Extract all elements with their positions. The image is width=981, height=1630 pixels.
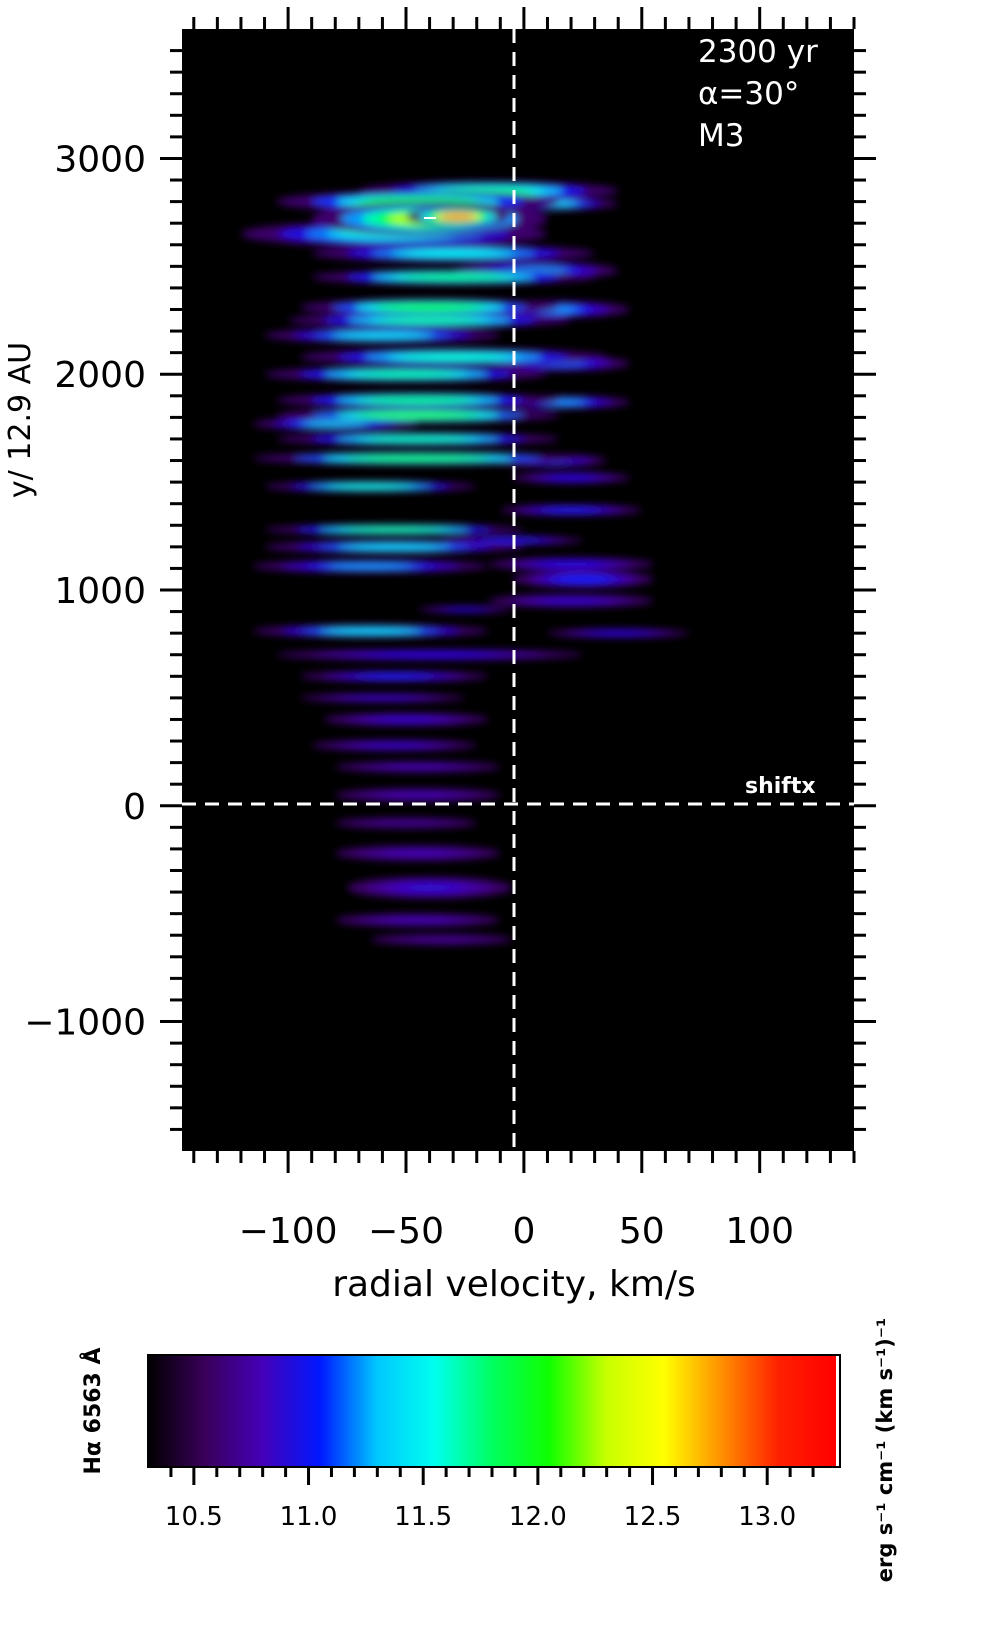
emission-blob — [448, 608, 482, 611]
colorbar-left-label: Hα 6563 Å — [80, 1347, 106, 1474]
y-tick-label: 2000 — [54, 355, 146, 396]
x-tick-label: 50 — [619, 1211, 665, 1252]
x-tick-label: −50 — [368, 1211, 444, 1252]
emission-blob — [380, 317, 479, 323]
colorbar-axis: 10.5 11.0 11.5 12.0 12.5 13.0 — [165, 1467, 815, 1532]
emission-blob — [376, 652, 484, 657]
y-tick-label: 1000 — [54, 571, 146, 612]
emission-blob — [388, 917, 447, 923]
shift-label: shiftx — [745, 774, 816, 799]
emission-blob — [403, 250, 503, 257]
annotation-model: M3 — [698, 118, 744, 154]
emission-blob — [546, 508, 596, 513]
colorbar-tick-label: 11.5 — [394, 1502, 452, 1532]
emission-blob — [333, 484, 408, 489]
x-tick-label: 0 — [512, 1211, 535, 1252]
y-axis-label: y/ 12.9 AU — [3, 342, 38, 498]
emission-blob — [360, 456, 476, 461]
emission-blob — [329, 628, 412, 634]
emission-blob — [388, 850, 447, 856]
emission-blob — [368, 436, 468, 442]
emission-blob — [353, 696, 412, 700]
emission-blob — [356, 371, 456, 377]
emission-blob — [348, 544, 440, 550]
emission-blob — [400, 883, 459, 892]
annotation-angle: α=30° — [698, 76, 799, 112]
emission-blob — [377, 717, 435, 722]
emission-blob — [348, 527, 440, 532]
emission-blob — [388, 792, 447, 798]
emission-blob — [368, 397, 468, 403]
emission-blob — [487, 538, 537, 542]
colorbar-units-label: erg s⁻¹ cm⁻¹ (km s⁻¹)⁻¹ — [873, 1318, 897, 1582]
emission-blob — [542, 561, 600, 567]
emission-blob — [550, 475, 592, 480]
emission-blob — [439, 213, 476, 221]
colorbar-frame — [147, 1354, 841, 1468]
colorbar-tick-label: 12.5 — [624, 1502, 682, 1532]
emission-blob — [399, 353, 507, 360]
x-tick-label: −100 — [239, 1211, 338, 1252]
y-tick-label: 0 — [123, 787, 146, 828]
emission-blob — [416, 937, 467, 942]
y-tick-label: −1000 — [24, 1003, 146, 1044]
annotation-time: 2300 yr — [698, 34, 818, 70]
axes: −100 −50 0 50 100 −1000 0 1000 2000 3000 — [24, 7, 876, 1252]
emission-blob — [365, 743, 424, 748]
colorbar-tick-label: 11.0 — [280, 1502, 338, 1532]
emission-map — [240, 181, 689, 945]
emission-blob — [329, 564, 412, 569]
emission-blob — [341, 332, 424, 339]
colorbar — [148, 1355, 836, 1467]
x-axis-label: radial velocity, km/s — [332, 1264, 696, 1305]
colorbar-tick-label: 13.0 — [738, 1502, 796, 1532]
x-tick-label: 100 — [725, 1211, 794, 1252]
emission-blob — [593, 631, 643, 635]
emission-blob — [558, 576, 608, 583]
emission-blob — [306, 421, 365, 427]
emission-blob — [381, 821, 431, 825]
colorbar-tick-label: 10.5 — [165, 1502, 223, 1532]
emission-blob — [542, 598, 600, 604]
emission-blob — [368, 412, 468, 418]
y-tick-label: 3000 — [54, 139, 146, 180]
colorbar-tick-label: 12.0 — [509, 1502, 567, 1532]
emission-blob — [384, 304, 475, 311]
emission-blob — [388, 765, 447, 769]
emission-blob — [403, 274, 503, 280]
emission-blob — [361, 674, 428, 679]
